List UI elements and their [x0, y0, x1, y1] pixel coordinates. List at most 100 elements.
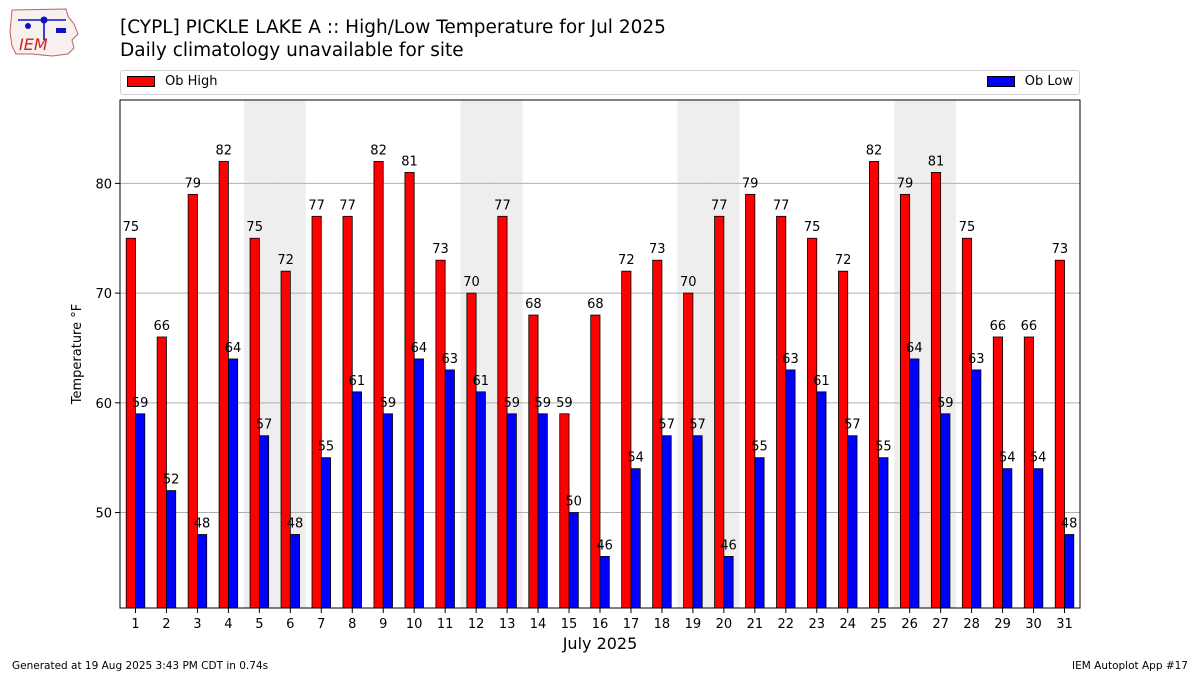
x-tick-label: 25 [870, 617, 887, 632]
data-label-high: 82 [370, 143, 387, 158]
x-tick-label: 3 [193, 617, 201, 632]
bar-low [816, 391, 827, 609]
bar-high [807, 237, 818, 609]
bar-low [289, 534, 301, 609]
data-label-high: 77 [339, 198, 356, 213]
legend-swatch-low [986, 76, 1015, 87]
data-label-high: 70 [463, 275, 480, 290]
bar-low [785, 369, 796, 609]
x-tick-label: 12 [468, 617, 485, 632]
data-label-low: 57 [689, 418, 706, 433]
bar-low [599, 556, 610, 609]
data-label-high: 66 [1021, 319, 1038, 334]
data-label-low: 63 [782, 352, 799, 367]
data-label-high: 73 [649, 242, 666, 257]
plot-frame [119, 99, 1081, 609]
data-label-low: 64 [225, 341, 242, 356]
bar-high [869, 161, 880, 609]
x-tick-label: 21 [747, 617, 764, 632]
legend-item-low: Ob Low [986, 74, 1073, 89]
x-tick-label: 9 [379, 617, 387, 632]
bar-high [280, 270, 291, 609]
bar-low [166, 490, 177, 609]
bar-high [559, 413, 570, 609]
x-tick-label: 2 [162, 617, 170, 632]
data-label-high: 66 [990, 319, 1007, 334]
x-tick-label: 31 [1056, 617, 1073, 632]
x-tick-label: 19 [685, 617, 702, 632]
bar-low [351, 391, 362, 609]
data-label-low: 55 [751, 440, 768, 455]
data-label-high: 81 [928, 154, 945, 169]
bar-low [754, 457, 765, 609]
x-tick-label: 11 [437, 617, 454, 632]
y-tick-label: 70 [95, 287, 112, 302]
data-label-low: 54 [627, 451, 644, 466]
x-tick-label: 18 [654, 617, 671, 632]
data-label-high: 79 [185, 176, 202, 191]
x-tick-label: 13 [499, 617, 516, 632]
data-label-high: 72 [277, 253, 294, 268]
bar-low [940, 413, 951, 609]
bar-low [197, 534, 208, 609]
data-label-high: 82 [215, 143, 232, 158]
logo-text: IEM [19, 35, 48, 54]
bar-high [466, 292, 477, 609]
data-label-low: 55 [875, 440, 892, 455]
data-label-low: 54 [999, 451, 1016, 466]
bar-low [227, 358, 239, 609]
x-tick-label: 27 [932, 617, 949, 632]
data-label-low: 48 [1061, 516, 1078, 531]
bar-high [373, 161, 384, 609]
data-label-low: 59 [380, 396, 397, 411]
bar-low [661, 435, 672, 609]
bar-high [621, 270, 632, 609]
data-label-low: 48 [287, 516, 304, 531]
bar-high [961, 237, 973, 609]
legend-swatch-high [127, 76, 155, 87]
data-label-high: 75 [959, 220, 976, 235]
x-tick-label: 16 [592, 617, 609, 632]
x-tick-label: 29 [994, 617, 1011, 632]
bar-high [1023, 336, 1034, 609]
x-tick-label: 24 [839, 617, 856, 632]
bar-low [258, 435, 270, 609]
x-tick-label: 17 [623, 617, 640, 632]
y-axis-label: Temperature °F [70, 304, 85, 405]
chart-title: [CYPL] PICKLE LAKE A :: High/Low Tempera… [120, 17, 666, 38]
data-label-high: 79 [742, 176, 759, 191]
data-label-high: 77 [494, 198, 511, 213]
bar-high [652, 259, 663, 609]
data-label-high: 72 [835, 253, 852, 268]
data-label-high: 70 [680, 275, 697, 290]
bar-high [528, 314, 539, 609]
footer-app: IEM Autoplot App #17 [1072, 660, 1188, 672]
y-tick-label: 80 [95, 177, 112, 192]
data-label-high: 72 [618, 253, 635, 268]
bar-low [723, 556, 734, 609]
data-label-low: 46 [720, 538, 737, 553]
legend-label-low: Ob Low [1024, 74, 1073, 89]
data-label-high: 73 [432, 242, 449, 257]
data-label-high: 79 [897, 176, 914, 191]
data-label-low: 59 [534, 396, 551, 411]
legend-label-high: Ob High [165, 74, 218, 89]
data-label-low: 55 [318, 440, 335, 455]
bar-low [537, 413, 548, 609]
x-tick-label: 10 [406, 617, 423, 632]
data-label-high: 77 [773, 198, 790, 213]
data-label-low: 52 [163, 473, 180, 488]
data-label-low: 64 [411, 341, 428, 356]
bar-high [838, 270, 849, 609]
data-label-low: 59 [937, 396, 954, 411]
bar-high [497, 215, 508, 609]
data-label-low: 59 [132, 396, 149, 411]
bar-low [1064, 534, 1075, 609]
bar-low [630, 468, 641, 609]
bar-high [590, 314, 601, 609]
bar-low [320, 457, 331, 609]
x-tick-label: 4 [224, 617, 232, 632]
legend-item-high: Ob High [127, 74, 218, 89]
bar-low [692, 435, 703, 609]
data-label-high: 77 [711, 198, 728, 213]
